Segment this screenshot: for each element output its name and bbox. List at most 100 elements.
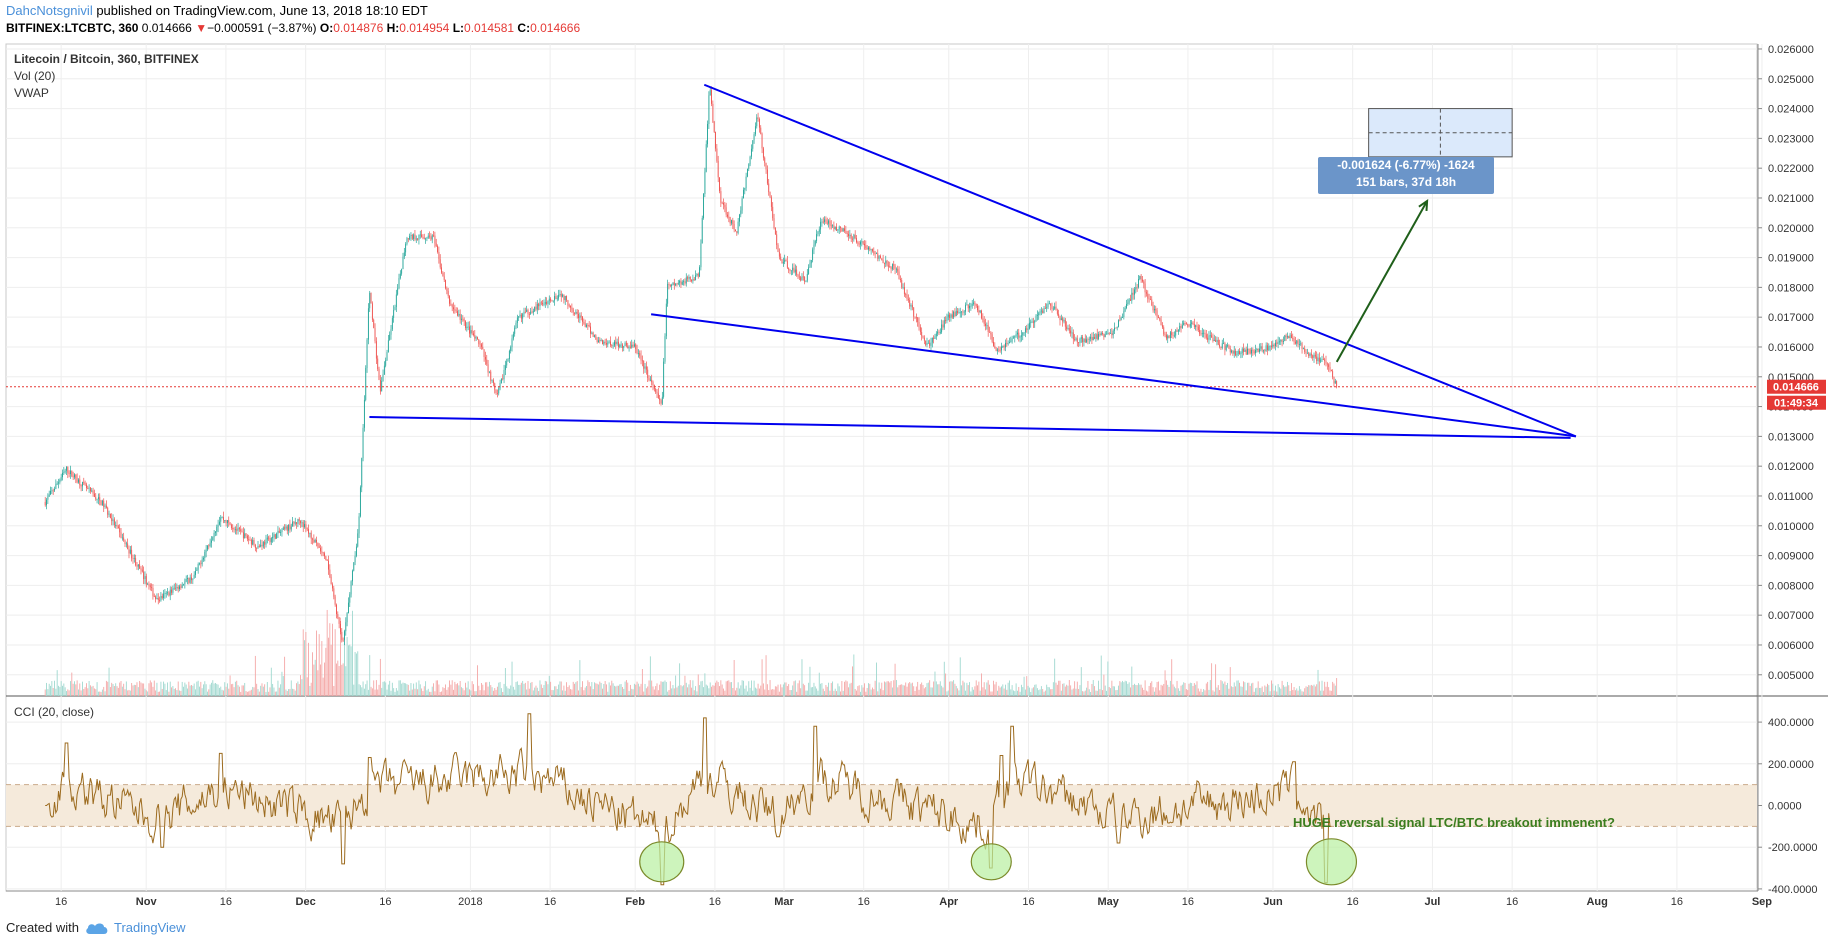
candle-body [1142, 279, 1143, 282]
signal-circle[interactable] [639, 841, 685, 883]
volume-bar [148, 683, 150, 696]
symbol-label[interactable]: BITFINEX:LTCBTC, 360 [6, 21, 139, 35]
author-link[interactable]: DahcNotsgnivil [6, 3, 93, 18]
tradingview-link[interactable]: TradingView [85, 920, 186, 935]
candle-body [1277, 341, 1279, 344]
candle-body [551, 300, 553, 302]
candle-body [1172, 334, 1174, 336]
volume-bar [1036, 688, 1038, 696]
candle-body [893, 264, 895, 266]
pair-legend[interactable]: Litecoin / Bitcoin, 360, BITFINEX [14, 52, 199, 66]
volume-legend[interactable]: Vol (20) [14, 69, 56, 83]
volume-bar [99, 691, 101, 696]
volume-bar [407, 684, 409, 696]
candle-body [1124, 308, 1126, 311]
volume-bar [882, 690, 884, 696]
signal-circle[interactable] [1305, 838, 1358, 886]
trendline[interactable] [650, 313, 1577, 438]
volume-bar [272, 683, 274, 696]
candle-body [1152, 305, 1154, 311]
y-tick-label: 0.021000 [1768, 193, 1814, 205]
candle-body [930, 342, 932, 346]
candle-body [712, 103, 714, 122]
vwap-legend[interactable]: VWAP [14, 86, 49, 100]
candle-body [535, 306, 537, 310]
trendline[interactable] [703, 83, 1577, 438]
volume-bar [534, 687, 536, 696]
volume-bar [1245, 690, 1247, 696]
volume-bar [739, 688, 740, 696]
volume-bar [484, 682, 486, 696]
volume-bar [482, 684, 484, 696]
candle-body [1080, 337, 1082, 339]
signal-circle[interactable] [970, 843, 1012, 881]
candle-body [921, 332, 923, 336]
volume-bar [265, 691, 267, 696]
candle-body [265, 539, 267, 545]
cci-legend[interactable]: CCI (20, close) [14, 705, 95, 719]
volume-bar [1243, 681, 1244, 696]
candle-body [308, 529, 309, 534]
candle-body [1280, 339, 1282, 342]
volume-bar [1046, 684, 1048, 696]
close-label: C: [517, 21, 531, 35]
candle-body [208, 545, 210, 547]
volume-bar [522, 680, 524, 696]
candle-body [185, 579, 187, 582]
volume-bar [1115, 690, 1117, 696]
volume-bar [1293, 687, 1295, 696]
candle-body [617, 341, 619, 348]
candle-body [657, 393, 659, 399]
volume-bar [1185, 689, 1187, 696]
candle-body [721, 202, 723, 204]
volume-bar [579, 660, 581, 696]
candle-body [195, 570, 196, 575]
volume-bar [556, 689, 558, 696]
candle-body [543, 304, 545, 305]
volume-bar [687, 687, 689, 696]
volume-bar [1050, 689, 1052, 696]
volume-bar [337, 660, 339, 696]
volume-bar [554, 686, 556, 696]
volume-bar [143, 683, 145, 696]
volume-bar [191, 685, 192, 696]
chart-drawings[interactable] [6, 83, 1757, 886]
candle-body [113, 519, 115, 526]
breakout-arrow[interactable] [1335, 200, 1428, 363]
candle-body [175, 587, 176, 589]
candle-body [1219, 344, 1221, 347]
volume-bar [1208, 689, 1210, 696]
volume-bar [381, 687, 383, 696]
volume-bar [333, 685, 335, 696]
volume-bar [1157, 681, 1159, 696]
volume-bar [226, 683, 228, 696]
candle-body [393, 310, 395, 318]
candle-body [917, 317, 919, 322]
candle-body [762, 148, 764, 158]
candle-body [199, 563, 200, 565]
candle-body [1189, 323, 1191, 327]
candle-body [852, 238, 853, 240]
candle-body [101, 500, 103, 506]
volume-bar [1336, 678, 1338, 696]
volume-bar [1102, 690, 1104, 696]
volume-bar [1273, 690, 1275, 696]
candle-body [1003, 345, 1005, 348]
candle-body [292, 521, 294, 527]
candle-body [1091, 336, 1093, 341]
volume-bar [483, 690, 485, 696]
trendline[interactable] [369, 416, 1571, 439]
volume-bar [1054, 658, 1056, 696]
candle-body [574, 312, 575, 314]
volume-bar [75, 684, 77, 696]
candle-body [692, 279, 694, 282]
candle-body [1159, 318, 1161, 320]
volume-bar [1044, 690, 1046, 696]
volume-bar [560, 681, 562, 696]
candle-body [310, 532, 312, 539]
volume-bar [1286, 681, 1288, 696]
volume-bar [792, 685, 794, 696]
volume-bar [216, 683, 218, 696]
volume-bar [433, 683, 435, 696]
